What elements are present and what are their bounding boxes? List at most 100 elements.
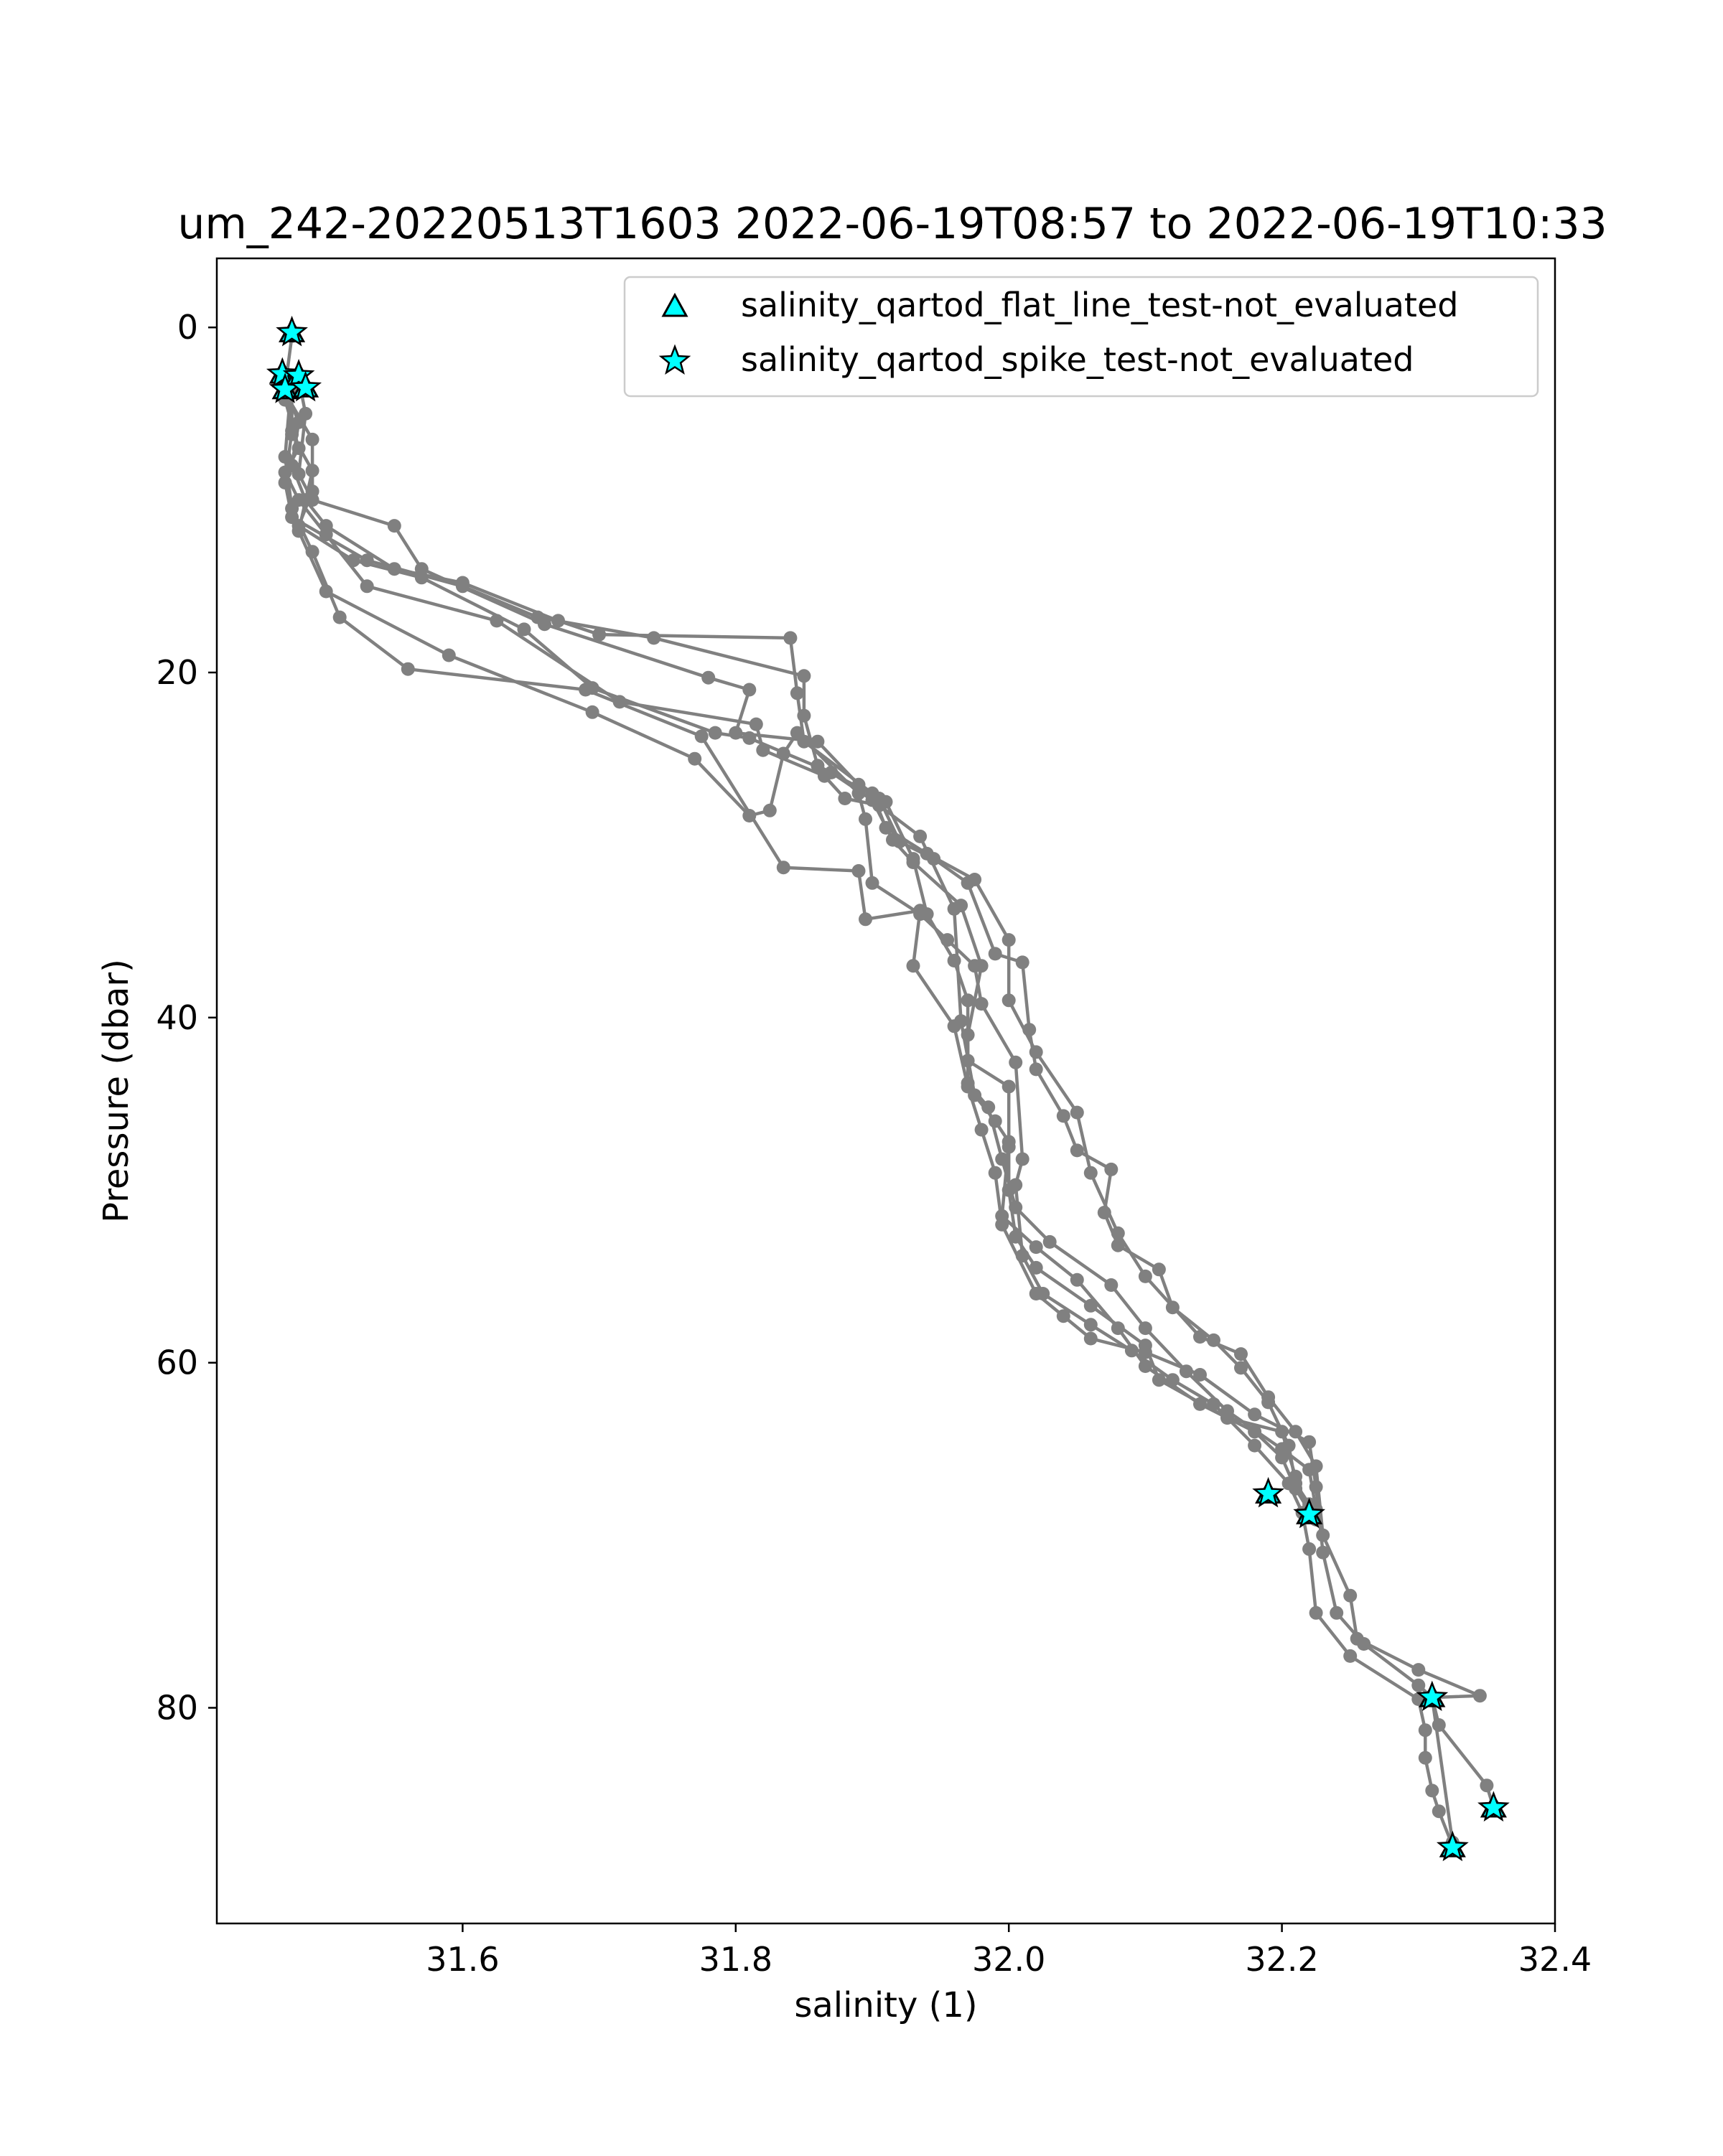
profile-1-point-18	[1001, 933, 1016, 947]
spike-flag-marker-8	[1416, 1680, 1449, 1712]
y-tick-label-3: 40	[156, 998, 198, 1037]
legend-star-shape	[658, 344, 691, 375]
x-tick-label-2: 31.8	[699, 1940, 772, 1979]
profile-5-point-12	[838, 792, 852, 805]
plot-frame	[215, 257, 1556, 1925]
profile-5-point-19	[1001, 1135, 1016, 1149]
x-tick-label-3: 32.0	[972, 1940, 1045, 1979]
flag-layer	[266, 315, 1510, 1862]
profile-6-point-7	[585, 705, 599, 719]
profile-5-point-9	[749, 717, 763, 731]
profile-line-6	[290, 388, 1454, 1847]
profile-5-point-18	[988, 1114, 1002, 1128]
profile-7-point-11	[859, 912, 872, 927]
profile-2-point-8	[701, 670, 716, 685]
profile-7-point-23	[1193, 1368, 1207, 1382]
profile-7-point-15	[961, 1079, 975, 1094]
profile-6-point-38	[1425, 1784, 1439, 1798]
profile-7-point-5	[332, 610, 347, 624]
profile-3-point-22	[1029, 1260, 1043, 1275]
profile-6-point-37	[1418, 1750, 1432, 1765]
spike-flag-marker-10	[1436, 1830, 1469, 1862]
profile-3-point-8	[647, 631, 661, 645]
profile-6-point-33	[1309, 1606, 1323, 1620]
profile-6-point-36	[1418, 1723, 1432, 1738]
profile-2-point-27	[1165, 1300, 1180, 1315]
profile-6-point-15	[865, 876, 879, 890]
profile-7-point-6	[401, 662, 415, 676]
spike-flag-marker-3	[282, 358, 315, 390]
profile-6-point-30	[1281, 1476, 1296, 1491]
profile-4-point-7	[517, 622, 531, 637]
profile-line-2	[296, 378, 1318, 1521]
profile-6-point-18	[968, 959, 982, 973]
profile-3-point-6	[455, 579, 470, 594]
profile-4-point-6	[414, 571, 429, 585]
profile-6-point-28	[1207, 1397, 1220, 1411]
profile-5-point-15	[947, 901, 961, 916]
profile-7-point-10	[851, 864, 866, 878]
profile-2-point-21	[1056, 1109, 1070, 1123]
x-tick-label-1: 31.6	[426, 1940, 499, 1979]
profile-2-point-18	[1015, 955, 1029, 970]
profile-4-point-22	[1042, 1234, 1057, 1249]
profile-7-point-29	[1357, 1637, 1371, 1651]
profile-2-point-5	[387, 519, 401, 533]
profile-6-point-14	[859, 812, 872, 826]
chart-title: um_242-20220513T1603 2022-06-19T08:57 to…	[177, 199, 1607, 249]
profile-5-point-11	[817, 769, 831, 783]
profile-2-point-11	[811, 734, 825, 749]
profile-layer	[278, 329, 1500, 1853]
profile-1-point-37	[1480, 1778, 1494, 1793]
profile-4-point-23	[1104, 1278, 1119, 1292]
profile-1-point-26	[1234, 1347, 1248, 1361]
profile-5-point-25	[1193, 1397, 1207, 1411]
profile-2-point-3	[291, 467, 306, 481]
profile-2-point-2	[299, 406, 313, 421]
profile-7-point-21	[1083, 1331, 1098, 1346]
profile-7-point-3	[285, 502, 299, 516]
profile-7-point-9	[776, 861, 790, 875]
y-tick-label-1: 0	[177, 308, 198, 347]
profile-3-point-9	[797, 669, 811, 683]
profile-1-point-19	[1001, 993, 1016, 1008]
profile-5-point-10	[756, 743, 770, 757]
profile-7-point-17	[988, 1166, 1002, 1180]
profile-6-point-27	[1165, 1373, 1180, 1387]
profile-5-point-6	[360, 579, 374, 594]
profile-6-point-32	[1302, 1542, 1317, 1556]
profile-7-point-2	[278, 450, 292, 464]
profile-5-point-5	[319, 528, 333, 542]
profile-5-point-26	[1248, 1425, 1262, 1439]
profile-1-point-12	[790, 686, 804, 700]
x-axis-label: salinity (1)	[794, 1985, 977, 2025]
profile-6-point-29	[1248, 1438, 1262, 1453]
legend-triangle-shape	[661, 292, 688, 317]
profile-6-point-13	[851, 786, 866, 800]
profile-2-point-20	[1029, 1062, 1043, 1077]
profile-7-point-13	[906, 959, 920, 973]
profile-7-point-30	[1411, 1678, 1426, 1692]
profile-6-point-25	[1083, 1318, 1098, 1332]
profile-6-point-6	[442, 648, 456, 662]
profile-1-point-31	[1343, 1588, 1358, 1603]
profile-6-point-19	[974, 997, 989, 1011]
profile-2-point-23	[1104, 1162, 1119, 1176]
profile-2-point-17	[988, 947, 1002, 961]
legend-box	[623, 276, 1539, 398]
spike-flag-marker-6	[1252, 1476, 1284, 1508]
profile-4-point-13	[886, 833, 900, 847]
profile-5-point-21	[1029, 1240, 1043, 1255]
x-tick-label-5: 32.4	[1518, 1940, 1592, 1979]
profile-6-point-39	[1432, 1804, 1446, 1819]
profile-6-point-34	[1343, 1649, 1358, 1663]
profile-2-point-19	[1022, 1023, 1037, 1037]
profile-7-point-20	[1056, 1309, 1070, 1323]
profile-7-point-19	[1029, 1287, 1043, 1300]
legend-triangle-marker	[661, 292, 688, 317]
profile-6-point-8	[688, 751, 702, 766]
profile-5-point-22	[1070, 1272, 1084, 1287]
profile-1-point-22	[1083, 1166, 1098, 1180]
